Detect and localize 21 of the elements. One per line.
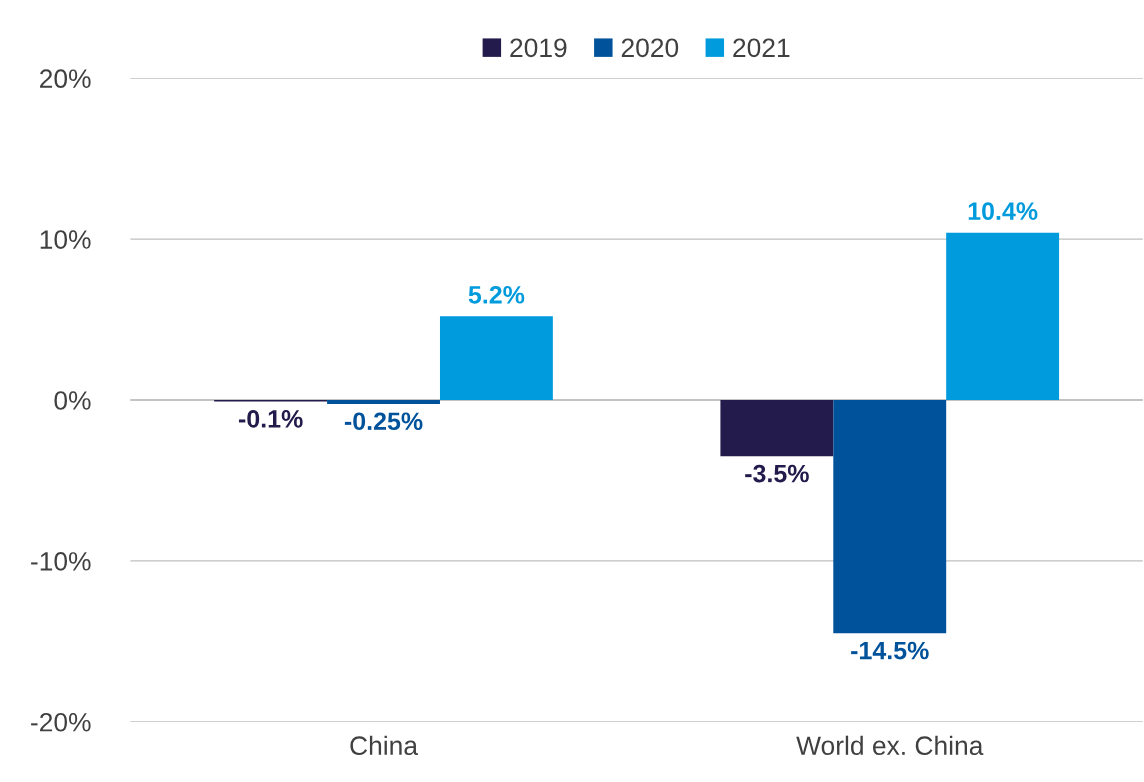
data-label: -0.1%: [238, 409, 303, 428]
data-label: -3.5%: [745, 464, 809, 483]
x-tick-label: World ex. China: [796, 735, 984, 756]
data-label: -0.25%: [344, 412, 423, 431]
bar: [720, 399, 834, 457]
bar: [439, 316, 553, 400]
data-label: 5.2%: [468, 285, 525, 304]
legend-label: 2021: [733, 38, 790, 58]
legend-label: 2020: [621, 38, 679, 58]
y-tick-label: -20%: [31, 712, 91, 732]
data-label: 10.4%: [968, 202, 1038, 220]
y-tick-label: -10%: [31, 552, 91, 571]
bar: [327, 399, 440, 405]
data-label: -14.5%: [851, 641, 929, 660]
y-tick-label: 20%: [40, 69, 91, 89]
y-tick-label: 10%: [40, 230, 91, 249]
x-tick-label: China: [350, 735, 418, 756]
legend-label: 2019: [510, 38, 567, 58]
bar: [833, 399, 947, 634]
y-tick-label: 0%: [54, 391, 91, 410]
bar: [946, 232, 1060, 400]
